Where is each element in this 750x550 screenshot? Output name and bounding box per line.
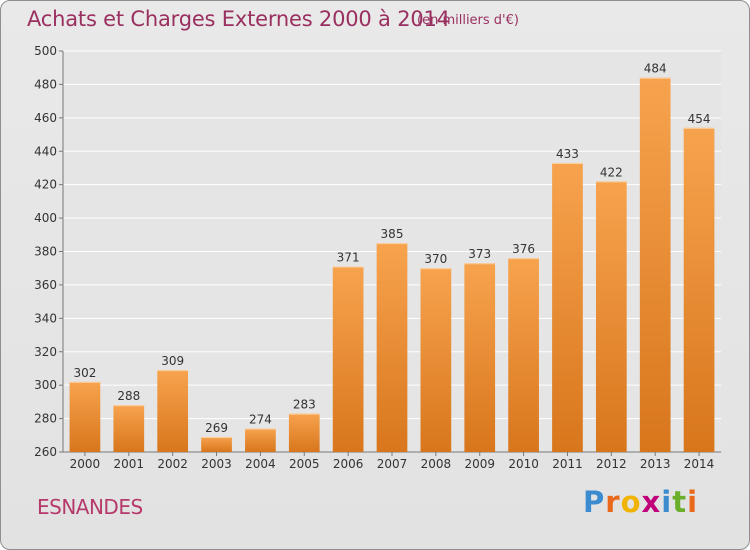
axes: 260 280 300 320 340 360 380 400 420 440 460 480 500 2…	[34, 44, 721, 471]
data-label-2008: 370	[424, 252, 447, 266]
data-label-2005: 283	[293, 398, 316, 412]
bar-2006	[332, 266, 364, 452]
x-tick-label-2014: 2014	[684, 457, 715, 471]
y-tick-label: 320	[34, 345, 57, 359]
bar-2005	[288, 413, 320, 452]
x-tick-label-2012: 2012	[596, 457, 627, 471]
data-label-2004: 274	[249, 413, 272, 427]
x-tick-label-2013: 2013	[640, 457, 671, 471]
data-label-2006: 371	[337, 251, 360, 265]
bar-2004	[245, 428, 276, 452]
chart-unit-label: (en milliers d'€)	[417, 13, 519, 28]
data-label-2000: 302	[73, 366, 96, 380]
data-label-2012: 422	[600, 165, 623, 179]
data-label-2007: 385	[381, 227, 404, 241]
y-tick-label: 400	[34, 211, 57, 225]
y-tick-label: 500	[34, 44, 57, 58]
data-label-2002: 309	[161, 354, 184, 368]
data-label-2001: 288	[117, 389, 140, 403]
bar-2003	[201, 436, 232, 452]
y-tick-label: 440	[34, 144, 57, 158]
logo-letter: i	[661, 485, 673, 519]
y-tick-label: 340	[34, 311, 57, 325]
x-tick-label-2001: 2001	[114, 457, 145, 471]
y-tick-label: 380	[34, 245, 57, 259]
logo-letter: x	[641, 485, 662, 519]
x-tick-label-2006: 2006	[333, 457, 364, 471]
bar-2001	[113, 405, 145, 452]
logo-letter: P	[583, 485, 606, 519]
bar-2011	[552, 162, 583, 452]
x-tick-label-2010: 2010	[508, 457, 539, 471]
y-tick-label: 300	[34, 378, 57, 392]
logo-letter: t	[672, 485, 688, 519]
data-label-2014: 454	[688, 112, 711, 126]
logo-letter: i	[687, 485, 699, 519]
bar-2008	[420, 268, 452, 452]
y-tick-label: 480	[34, 77, 57, 91]
data-label-2013: 484	[644, 62, 667, 76]
x-tick-label-2002: 2002	[157, 457, 188, 471]
chart-title: Achats et Charges Externes 2000 à 2014	[27, 7, 450, 31]
bars	[69, 77, 715, 452]
y-tick-label: 460	[34, 111, 57, 125]
data-labels: 302 288 309 269 274 283 371 385 370 373 376 433 422 4…	[73, 62, 710, 435]
x-tick-label-2011: 2011	[552, 457, 583, 471]
x-tick-label-2004: 2004	[245, 457, 276, 471]
data-label-2011: 433	[556, 147, 579, 161]
y-tick-label: 360	[34, 278, 57, 292]
x-tick-label-2009: 2009	[464, 457, 495, 471]
data-label-2009: 373	[468, 247, 491, 261]
y-tick-label: 280	[34, 412, 57, 426]
x-tick-label-2007: 2007	[377, 457, 408, 471]
data-label-2003: 269	[205, 421, 228, 435]
y-tick-label: 420	[34, 178, 57, 192]
bar-2009	[464, 263, 496, 452]
bar-2007	[376, 243, 408, 452]
bar-2014	[683, 127, 715, 452]
proxiti-logo: Proxiti	[583, 485, 698, 519]
data-label-2010: 376	[512, 242, 535, 256]
x-tick-label-2005: 2005	[289, 457, 320, 471]
bar-2000	[69, 381, 101, 452]
bar-2012	[595, 181, 627, 452]
bar-2002	[157, 370, 189, 452]
y-tick-label: 260	[34, 445, 57, 459]
x-tick-label-2000: 2000	[70, 457, 101, 471]
logo-letter: r	[605, 485, 621, 519]
logo-letter: o	[620, 485, 642, 519]
x-tick-label-2008: 2008	[421, 457, 452, 471]
x-tick-label-2003: 2003	[201, 457, 232, 471]
bar-2013	[639, 77, 671, 452]
bar-2010	[508, 258, 539, 452]
commune-name: ESNANDES	[37, 495, 143, 519]
